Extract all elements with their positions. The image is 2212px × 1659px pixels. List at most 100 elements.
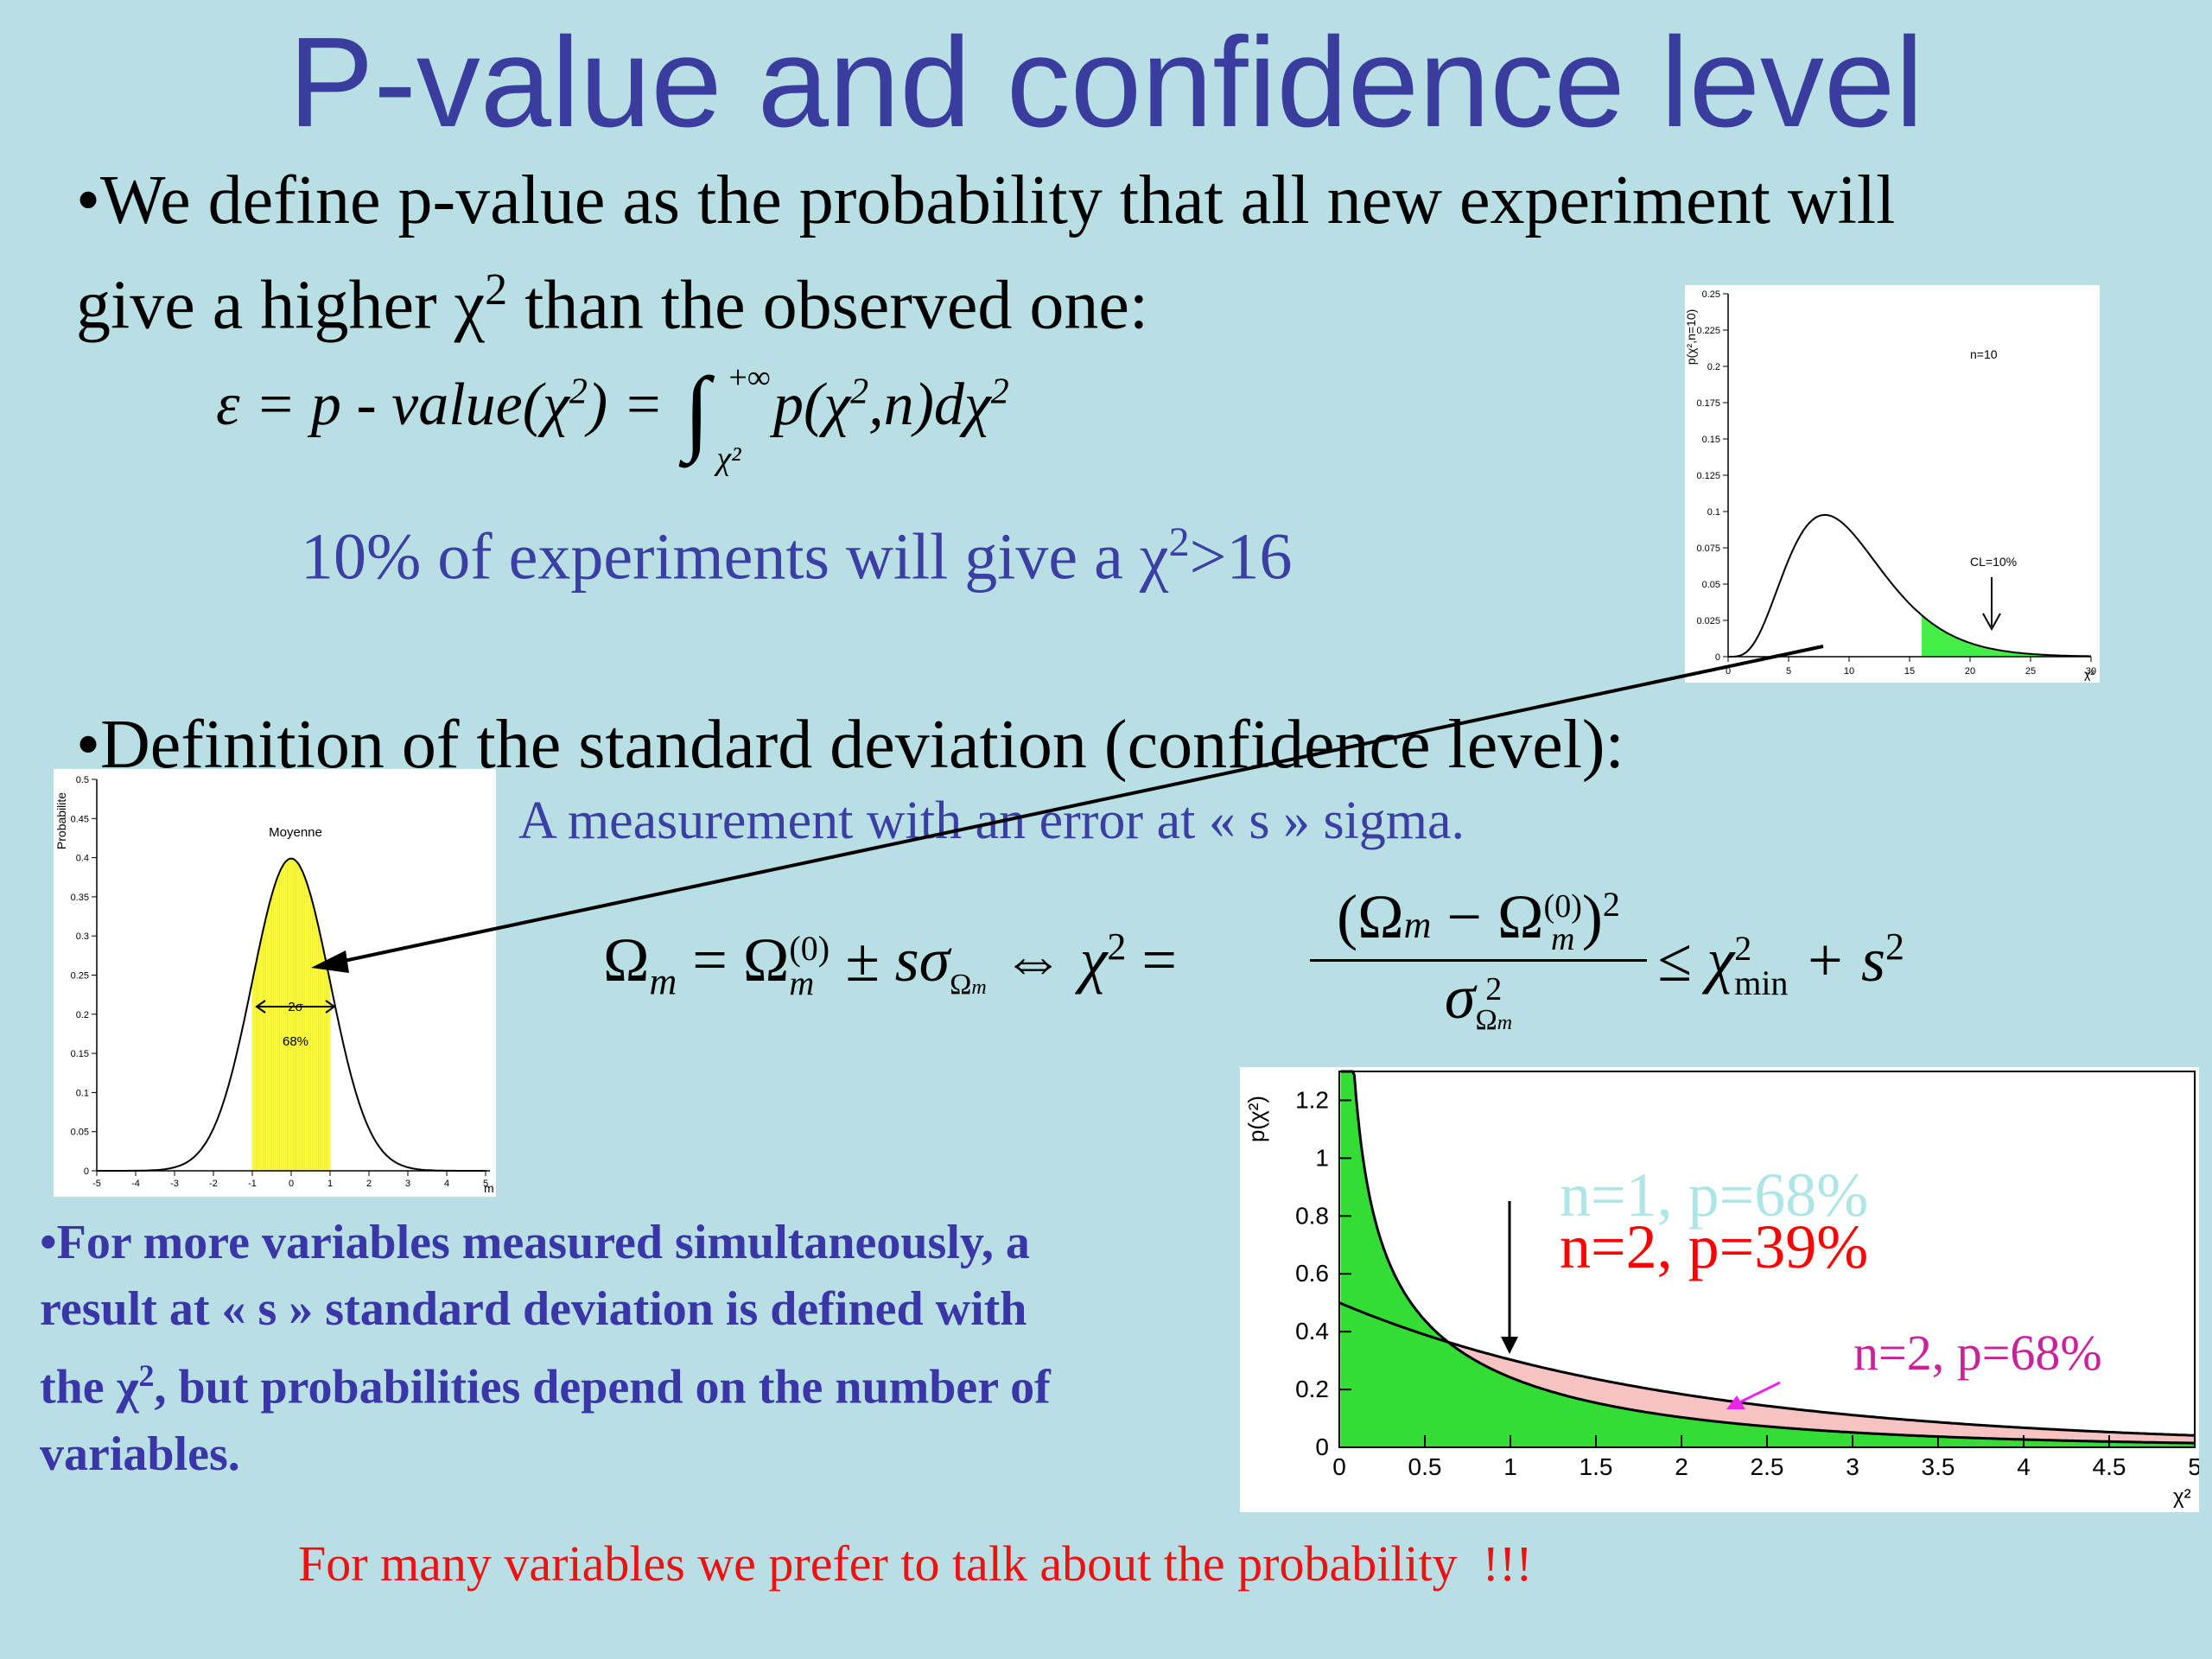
moyenne-label: Moyenne xyxy=(269,825,322,840)
sixty-eight-label: 68% xyxy=(283,1034,308,1049)
y-tick-label: 0.225 xyxy=(1696,326,1720,336)
cl-10-shaded-region xyxy=(1922,614,2091,657)
y-tick-label: 0.15 xyxy=(1702,435,1720,445)
magenta-arrow-head xyxy=(1726,1395,1745,1409)
x-tick-label: -5 xyxy=(92,1179,101,1189)
down-arrow-head xyxy=(1501,1337,1518,1354)
x-tick-label: 20 xyxy=(1965,666,1975,677)
chi2-n10-plot: 0 5 10 15 20 25 30 0 0.025 0.05 0.075 0.1 0.125 0.15 0… xyxy=(1684,285,2100,683)
x-tick-label: -1 xyxy=(248,1179,257,1189)
y-tick-label: 0.15 xyxy=(71,1049,89,1059)
y-tick-label: 0.3 xyxy=(76,931,89,942)
x-tick-label: 0 xyxy=(1332,1453,1346,1480)
x-tick-label: 30 xyxy=(2086,666,2096,677)
x-tick-label: 0 xyxy=(1726,666,1731,677)
x-tick-label: 1 xyxy=(1503,1453,1517,1480)
bullet-more-variables: •For more variables measured simultaneou… xyxy=(40,1210,1249,1488)
y-tick-label: 0.075 xyxy=(1696,543,1720,554)
n2-39-label: n=2, p=39% xyxy=(1560,1212,1868,1281)
n10-ylabel: p(χ²,n=10) xyxy=(1685,309,1698,365)
y-tick-label: 0.45 xyxy=(71,814,89,824)
y-tick-label: 0.05 xyxy=(71,1128,89,1138)
chi2-xlabel: χ² xyxy=(2173,1485,2191,1509)
y-tick-label: 0.5 xyxy=(76,775,89,785)
gaussian-svg: -5 -4 -3 -2 -1 0 1 2 3 4 5 0 0.05 0.1 0.15 0.2 0.25 0.3 0.… xyxy=(54,775,494,1195)
footer-note: For many variables we prefer to talk abo… xyxy=(298,1535,1533,1592)
gaussian-xlabel: m xyxy=(484,1181,494,1195)
confidence-level-formula: Ωm = Ω (0) m ± sσΩm ⇔ χ2 = (Ωm − Ω (0) m)2 σ… xyxy=(603,881,1905,1036)
chi2-n10-svg: 0 5 10 15 20 25 30 0 0.025 0.05 0.075 0.1 0.125 0.15 0… xyxy=(1684,289,2096,681)
chi2-n10-curve xyxy=(1728,513,2092,658)
n1-curve xyxy=(1340,1070,2195,1445)
measurement-note: A measurement with an error at « s » sig… xyxy=(518,791,1465,850)
cl-arrow-head xyxy=(1982,613,2001,632)
n2-curve xyxy=(1338,1301,2196,1437)
connector-arrow xyxy=(319,645,1824,968)
connector-arrow-head xyxy=(311,950,349,973)
chi2-ylabel: p(χ²) xyxy=(1243,1096,1269,1142)
cl10-label: CL=10% xyxy=(1970,555,2017,569)
y-tick-label: 0.25 xyxy=(1702,289,1720,300)
arrow-right-head xyxy=(325,1000,336,1014)
y-tick-label: 0.4 xyxy=(76,854,89,864)
y-tick-label: 0.8 xyxy=(1295,1202,1329,1229)
chi2-probability-svg: 0 0.5 1 1.5 2 2.5 3 3.5 4 4.5 5 0 0.2 0.4 0.6 0.8 1 1.2 n… xyxy=(1243,1070,2202,1509)
x-tick-label: 4.5 xyxy=(2093,1453,2126,1480)
n10-xlabel: χ² xyxy=(2084,667,2094,681)
n1-label: n=1, p=68% xyxy=(1560,1160,1868,1230)
x-tick-label: 4 xyxy=(444,1179,449,1189)
pvalue-formula: ε = p - value(χ2) = ∫ +∞ χ² p(χ2,n)dχ2 xyxy=(216,358,1009,477)
y-tick-label: 0.6 xyxy=(1295,1260,1329,1287)
y-tick-label: 0.025 xyxy=(1696,616,1720,626)
y-tick-label: 0.125 xyxy=(1696,471,1720,481)
bullet3-line3: the χ2, but probabilities depend on the … xyxy=(40,1358,1051,1414)
x-tick-label: 3.5 xyxy=(1922,1453,1955,1480)
n2-68-label: n=2, p=68% xyxy=(1853,1325,2102,1381)
y-tick-label: 0.05 xyxy=(1702,580,1720,590)
bullet-pvalue-definition: •We define p-value as the probability th… xyxy=(76,156,2150,351)
n10-label: n=10 xyxy=(1970,347,1998,361)
gaussian-ylabel: Probabilite xyxy=(54,792,68,849)
x-tick-label: 1.5 xyxy=(1580,1453,1613,1480)
y-tick-label: 0.2 xyxy=(1707,362,1720,372)
x-tick-label: 5 xyxy=(2188,1453,2199,1480)
x-tick-label: 5 xyxy=(483,1179,488,1189)
gaussian-plot: -5 -4 -3 -2 -1 0 1 2 3 4 5 0 0.05 0.1 0.15 0.2 0.25 0.3 0.… xyxy=(54,769,496,1197)
x-tick-label: 0.5 xyxy=(1408,1453,1442,1480)
y-tick-label: 0.175 xyxy=(1696,398,1720,409)
fraction: (Ωm − Ω (0) m)2 σ 2 Ωm xyxy=(1310,881,1647,1035)
y-tick-label: 0.1 xyxy=(1707,507,1720,518)
chi2-probability-plot: 0 0.5 1 1.5 2 2.5 3 3.5 4 4.5 5 0 0.2 0.4 0.6 0.8 1 1.2 n… xyxy=(1240,1067,2202,1512)
x-tick-label: 3 xyxy=(405,1179,410,1189)
x-tick-label: 4 xyxy=(2017,1453,2031,1480)
x-tick-label: 2 xyxy=(1675,1453,1688,1480)
x-tick-label: 10 xyxy=(1844,666,1854,677)
x-tick-label: -4 xyxy=(131,1179,140,1189)
x-tick-label: 25 xyxy=(2025,666,2036,677)
y-tick-label: 1 xyxy=(1315,1144,1329,1171)
y-tick-label: 0.2 xyxy=(76,1010,89,1020)
y-tick-label: 0 xyxy=(1715,652,1720,663)
y-tick-label: 0.1 xyxy=(76,1088,89,1098)
x-tick-label: 15 xyxy=(1904,666,1915,677)
y-tick-label: 0.4 xyxy=(1295,1318,1329,1344)
y-tick-label: 0.25 xyxy=(71,971,89,982)
ten-percent-note: 10% of experiments will give a χ2>16 xyxy=(301,519,1293,594)
y-tick-label: 1.2 xyxy=(1295,1086,1329,1113)
arrow-left-head xyxy=(255,1000,266,1014)
y-tick-label: 0 xyxy=(84,1166,89,1177)
green-region xyxy=(1340,1071,2195,1447)
integral-sign: ∫ +∞ χ² xyxy=(683,358,771,477)
x-tick-label: -3 xyxy=(170,1179,179,1189)
bullet1-line2: give a higher χ2 than the observed one: xyxy=(76,265,1149,344)
x-tick-label: 5 xyxy=(1786,666,1791,677)
bullet3-line2: result at « s » standard deviation is de… xyxy=(40,1282,1027,1336)
bullet3-line4: variables. xyxy=(40,1427,240,1481)
x-tick-label: -2 xyxy=(209,1179,218,1189)
y-tick-label: 0 xyxy=(1315,1433,1329,1460)
bullet3-line1: •For more variables measured simultaneou… xyxy=(40,1216,1030,1269)
x-tick-label: 1 xyxy=(327,1179,333,1189)
gaussian-curve xyxy=(97,857,486,1172)
two-sigma-label: 2σ xyxy=(288,1000,303,1014)
